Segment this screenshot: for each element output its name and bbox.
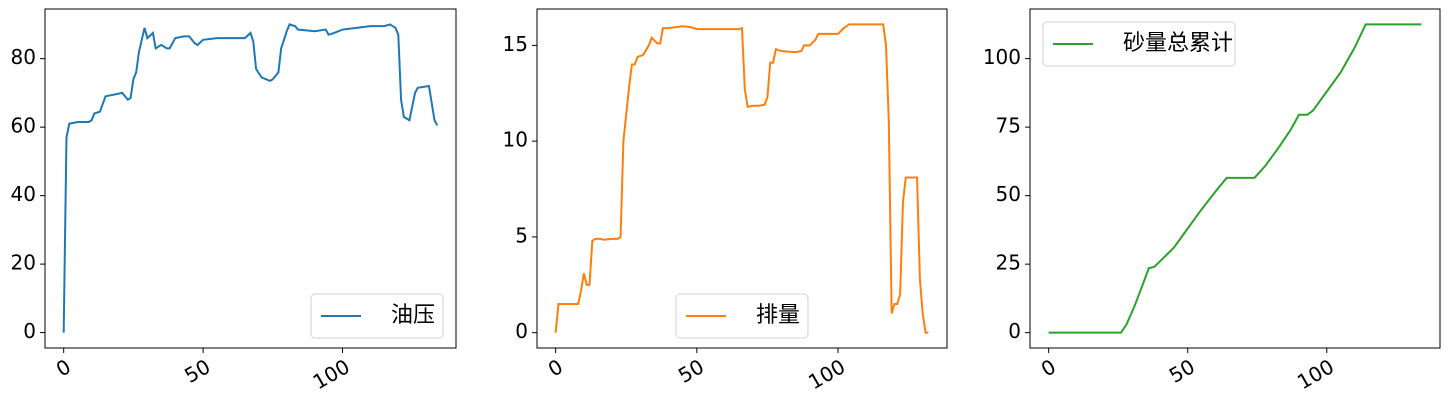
x-tick-label: 50 xyxy=(1165,354,1199,388)
legend-label: 砂量总累计 xyxy=(1123,31,1233,56)
x-tick-label: 0 xyxy=(544,354,567,381)
axes-frame xyxy=(536,8,948,349)
legend-box xyxy=(1042,21,1236,67)
y-tick-label: 60 xyxy=(11,114,36,138)
data-line xyxy=(62,23,439,333)
y-tick-label: 0 xyxy=(1008,319,1021,343)
legend-label: 排量 xyxy=(756,303,800,328)
y-tick-label: 0 xyxy=(515,319,528,343)
axes-frame xyxy=(44,8,457,349)
y-tick-label: 100 xyxy=(983,45,1021,69)
data-line xyxy=(554,23,929,334)
y-tick-label: 20 xyxy=(11,251,36,275)
x-tick-label: 50 xyxy=(674,354,708,388)
legend-box xyxy=(675,293,809,339)
y-tick-label: 5 xyxy=(515,223,528,247)
y-tick-label: 10 xyxy=(503,128,528,152)
y-tick-label: 0 xyxy=(23,319,36,343)
x-tick-label: 100 xyxy=(1293,354,1338,394)
legend: 油压 xyxy=(310,293,444,339)
y-tick-label: 75 xyxy=(996,114,1021,138)
data-line xyxy=(1048,23,1422,334)
x-tick-label: 0 xyxy=(1037,354,1060,381)
legend-box xyxy=(310,293,444,339)
x-tick-label: 50 xyxy=(180,354,214,388)
legend: 排量 xyxy=(675,293,809,339)
legend-label: 油压 xyxy=(391,303,435,328)
legend: 砂量总累计 xyxy=(1042,21,1236,67)
x-tick-label: 100 xyxy=(804,354,849,394)
y-tick-label: 25 xyxy=(996,251,1021,275)
y-tick-label: 40 xyxy=(11,182,36,206)
x-tick-label: 0 xyxy=(52,354,75,381)
y-tick-label: 80 xyxy=(11,45,36,69)
y-tick-label: 15 xyxy=(503,32,528,56)
y-tick-label: 50 xyxy=(996,182,1021,206)
axes-frame xyxy=(1029,8,1441,349)
x-tick-label: 100 xyxy=(309,354,354,394)
